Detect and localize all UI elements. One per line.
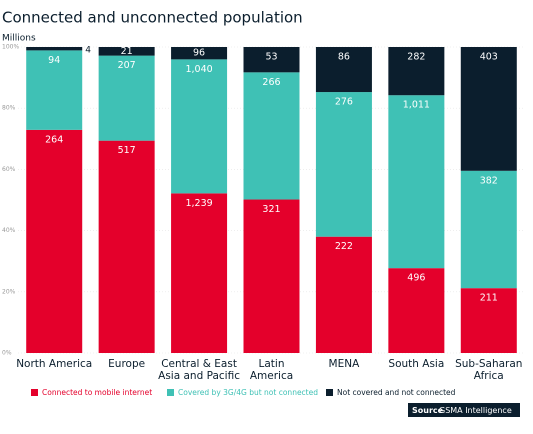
y-tick-label: 0% <box>2 350 12 357</box>
y-tick-label: 40% <box>2 227 16 234</box>
bar-segment <box>171 47 228 60</box>
legend-label: Connected to mobile internet <box>42 388 152 397</box>
bar-segment <box>460 288 517 353</box>
legend-label: Not covered and not connected <box>337 388 456 397</box>
x-tick-label: South Asia <box>388 358 444 370</box>
y-tick-label: 80% <box>2 105 16 112</box>
legend-swatch <box>167 389 174 396</box>
value-label: 1,239 <box>185 198 212 209</box>
bar-segment <box>315 92 372 237</box>
value-label: 53 <box>265 52 277 63</box>
value-label: 382 <box>480 175 498 186</box>
bar-segment <box>388 47 445 96</box>
value-label: 403 <box>480 52 498 63</box>
value-label: 1,011 <box>403 100 430 111</box>
x-tick-label: North America <box>16 358 92 370</box>
bar-segment <box>26 129 83 353</box>
value-label: 266 <box>262 77 280 88</box>
source-box <box>408 403 520 417</box>
bar-segment <box>171 193 228 353</box>
bar-segment <box>388 95 445 269</box>
legend-label: Covered by 3G/4G but not connected <box>178 388 318 397</box>
y-tick-label: 60% <box>2 166 16 173</box>
value-label: 321 <box>262 204 280 215</box>
x-tick-label: Europe <box>108 358 145 370</box>
value-label: 96 <box>193 48 205 59</box>
x-tick-label: MENA <box>329 358 361 370</box>
unit-label: Millions <box>2 34 36 44</box>
bar-segment <box>26 47 83 51</box>
value-label: 496 <box>407 273 425 284</box>
y-tick-label: 100% <box>2 44 19 51</box>
value-label: 276 <box>335 97 353 108</box>
value-label: 4 <box>85 46 91 56</box>
value-label: 222 <box>335 241 353 252</box>
bar-segment <box>315 236 372 353</box>
legend-swatch <box>326 389 333 396</box>
legend-swatch <box>31 389 38 396</box>
value-label: 211 <box>480 293 498 304</box>
value-label: 86 <box>338 52 350 63</box>
value-label: 282 <box>407 52 425 63</box>
bar-segment <box>243 199 300 353</box>
bar-segment <box>26 50 83 130</box>
value-label: 21 <box>121 46 133 57</box>
bar-segment <box>388 268 445 353</box>
value-label: 517 <box>118 145 136 156</box>
value-label: 1,040 <box>185 64 212 75</box>
x-tick-label: Central & East Asia and Pacific <box>158 358 240 382</box>
x-tick-label: Latin America <box>250 358 293 382</box>
bar-segment <box>98 47 155 56</box>
y-tick-label: 20% <box>2 288 16 295</box>
bar-segment <box>98 140 155 353</box>
bar-segment <box>460 47 517 171</box>
value-label: 264 <box>45 134 63 145</box>
bar-segment <box>171 59 228 194</box>
bar-segment <box>98 55 155 141</box>
value-label: 207 <box>118 60 136 71</box>
source-label: Source <box>412 406 444 415</box>
bar-segment <box>315 47 372 93</box>
source-text: GSMA Intelligence <box>439 406 512 415</box>
bar-segment <box>460 170 517 289</box>
bar-segment <box>243 47 300 73</box>
chart-title: Connected and unconnected population <box>2 9 303 27</box>
bar-segment <box>243 72 300 200</box>
x-tick-label: Sub-Saharan Africa <box>455 358 522 382</box>
value-label: 94 <box>48 55 60 66</box>
